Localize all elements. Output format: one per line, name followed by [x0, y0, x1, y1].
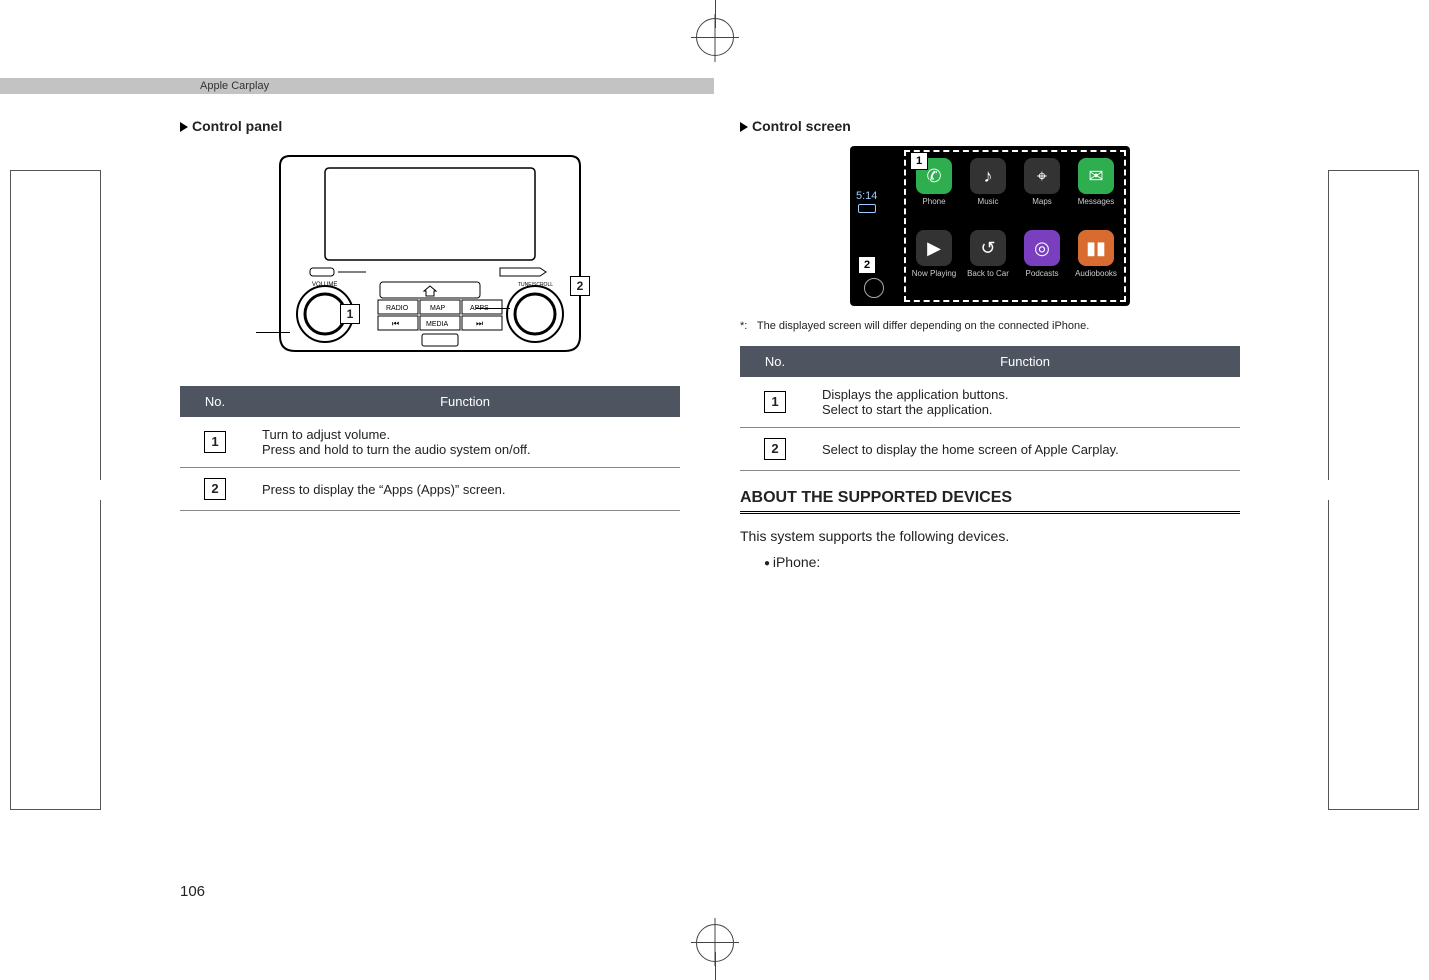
app-messages-icon: ✉ — [1078, 158, 1114, 194]
control-panel-figure: VOLUME TUNE/SCROLL RADIO MAP APPS ⏮ MEDI… — [270, 146, 590, 366]
app-label: Maps — [1032, 197, 1052, 206]
svg-text:VOLUME: VOLUME — [312, 282, 337, 288]
row-text: Press to display the “Apps (Apps)” scree… — [250, 468, 680, 511]
svg-text:⏭: ⏭ — [476, 319, 483, 328]
row-num: 1 — [764, 391, 786, 413]
table-row: 2 Select to display the home screen of A… — [740, 428, 1240, 471]
screen-callout-2: 2 — [858, 256, 876, 274]
app-label: Audiobooks — [1075, 269, 1117, 278]
row-num: 2 — [764, 438, 786, 460]
triangle-icon — [180, 122, 188, 132]
right-subheading: Control screen — [740, 118, 1240, 134]
footnote-marker: *: — [740, 320, 754, 332]
crop-mark-bottom — [675, 930, 755, 980]
left-column: Control panel — [180, 118, 680, 570]
bullet-item: iPhone: — [764, 554, 1240, 570]
table-row: 2 Press to display the “Apps (Apps)” scr… — [180, 468, 680, 511]
crop-mark-top — [675, 0, 755, 50]
row-text: Displays the application buttons. Select… — [810, 377, 1240, 428]
header-band — [0, 78, 714, 94]
right-th-fn: Function — [810, 346, 1240, 377]
row-num: 2 — [204, 478, 226, 500]
right-th-no: No. — [740, 346, 810, 377]
app-backtocar-icon: ↺ — [970, 230, 1006, 266]
row-text: Turn to adjust volume. Press and hold to… — [250, 417, 680, 468]
screen-time: 5:14 — [856, 190, 877, 202]
footnote: *: The displayed screen will differ depe… — [740, 320, 1240, 332]
section-heading: ABOUT THE SUPPORTED DEVICES — [740, 489, 1240, 514]
home-circle-icon — [864, 278, 884, 298]
row-text: Select to display the home screen of App… — [810, 428, 1240, 471]
left-table: No. Function 1 Turn to adjust volume. Pr… — [180, 386, 680, 511]
app-label: Music — [978, 197, 999, 206]
svg-text:RADIO: RADIO — [386, 305, 409, 312]
right-table: No. Function 1 Displays the application … — [740, 346, 1240, 471]
app-label: Phone — [922, 197, 945, 206]
body-text: This system supports the following devic… — [740, 528, 1240, 544]
row-num: 1 — [204, 431, 226, 453]
left-th-no: No. — [180, 386, 250, 417]
app-nowplaying-icon: ▶ — [916, 230, 952, 266]
svg-text:MEDIA: MEDIA — [426, 321, 449, 328]
panel-callout-2: 2 — [570, 276, 590, 296]
table-row: 1 Turn to adjust volume. Press and hold … — [180, 417, 680, 468]
svg-text:⏮: ⏮ — [392, 319, 399, 328]
app-maps-icon: ⌖ — [1024, 158, 1060, 194]
panel-callout-1: 1 — [340, 304, 360, 324]
app-audiobooks-icon: ▮▮ — [1078, 230, 1114, 266]
svg-text:TUNE/SCROLL: TUNE/SCROLL — [518, 282, 553, 288]
table-row: 1 Displays the application buttons. Sele… — [740, 377, 1240, 428]
right-column: Control screen 5:14 ✆Phone ♪Music ⌖Maps … — [740, 118, 1240, 570]
svg-text:MAP: MAP — [430, 305, 446, 312]
app-label: Messages — [1078, 197, 1114, 206]
app-label: Now Playing — [912, 269, 956, 278]
left-subheading: Control panel — [180, 118, 680, 134]
left-heading-text: Control panel — [192, 118, 282, 134]
screen-callout-1: 1 — [910, 152, 928, 170]
page-number: 106 — [180, 883, 205, 900]
app-music-icon: ♪ — [970, 158, 1006, 194]
left-th-fn: Function — [250, 386, 680, 417]
triangle-icon — [740, 122, 748, 132]
app-label: Back to Car — [967, 269, 1009, 278]
battery-icon — [858, 204, 876, 213]
running-head: Apple Carplay — [200, 80, 269, 92]
control-screen-figure: 5:14 ✆Phone ♪Music ⌖Maps ✉Messages ▶Now … — [850, 146, 1130, 306]
right-heading-text: Control screen — [752, 118, 851, 134]
footnote-text: The displayed screen will differ dependi… — [757, 320, 1089, 332]
app-label: Podcasts — [1026, 269, 1059, 278]
crop-bracket-right — [1309, 170, 1429, 810]
crop-bracket-left — [0, 170, 120, 810]
app-podcasts-icon: ◎ — [1024, 230, 1060, 266]
